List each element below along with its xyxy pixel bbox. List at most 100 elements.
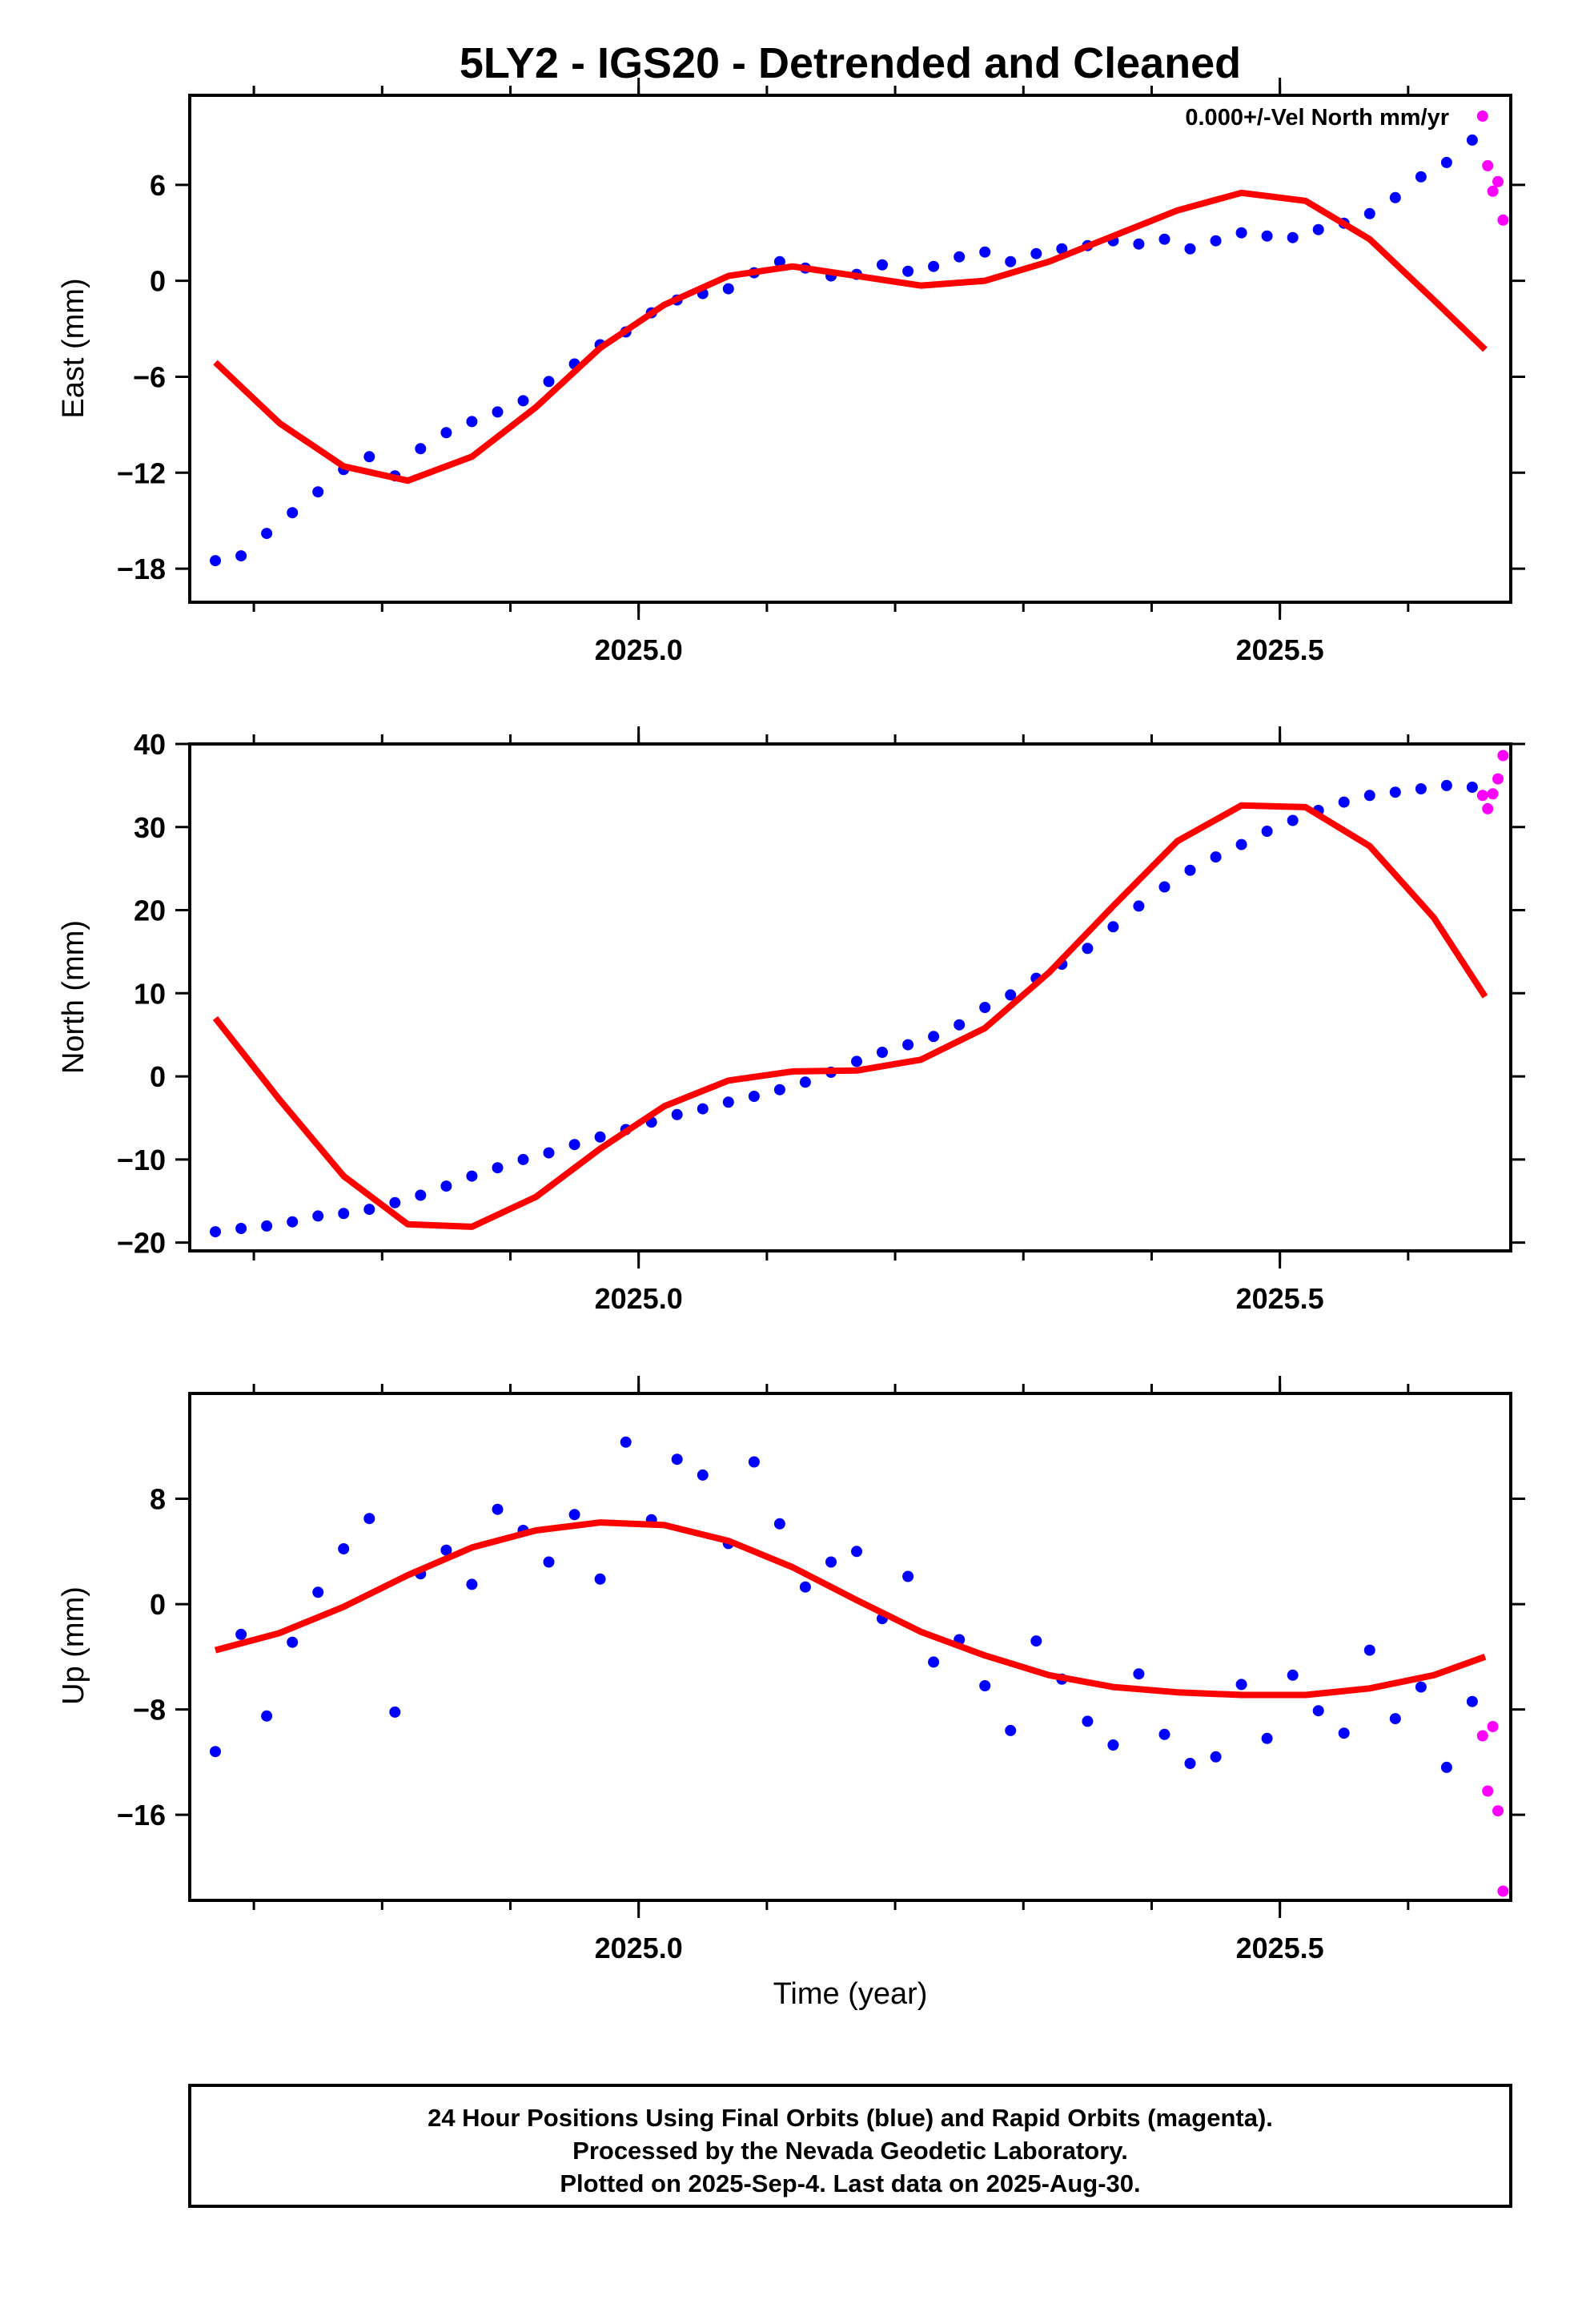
east-final-point [1466, 134, 1478, 146]
east-y-tick-label: −12 [117, 456, 166, 489]
north-final-point [338, 1208, 350, 1220]
up-final-point [363, 1513, 375, 1525]
east-final-point [1287, 231, 1299, 243]
east-y-tick-label: 6 [150, 169, 166, 202]
up-axis-ticks: 2025.0 2025.5 8 0 −8 −16 [117, 1376, 1525, 1964]
east-y-tick-label: −6 [133, 360, 166, 393]
north-y-tick-label: −10 [117, 1144, 166, 1176]
footer-line-3: Plotted on 2025-Sep-4. Last data on 2025… [560, 2169, 1140, 2197]
up-final-point [235, 1628, 247, 1640]
up-final-point [1235, 1679, 1247, 1691]
north-final-point [722, 1096, 734, 1108]
east-final-point [773, 255, 785, 267]
up-final-point [799, 1581, 811, 1593]
up-final-point [1389, 1713, 1401, 1725]
up-final-point [1133, 1668, 1145, 1680]
up-final-point [979, 1680, 991, 1691]
east-final-point [1389, 191, 1401, 203]
north-final-point [773, 1084, 785, 1096]
up-panel: 2025.0 2025.5 8 0 −8 −16 Up (mm) Time (year) [57, 1376, 1525, 2011]
east-final-point [928, 260, 940, 272]
east-final-point [363, 451, 375, 463]
east-rapid-point [1476, 111, 1488, 122]
up-final-point [466, 1578, 478, 1590]
up-final-point [210, 1746, 221, 1758]
east-axis-ticks: 2025.0 2025.5 6 0 −6 −12 −18 [117, 78, 1525, 666]
north-y-tick-label: 30 [134, 811, 166, 844]
east-plot-frame [188, 94, 1512, 604]
east-final-point [517, 395, 529, 407]
up-final-point [902, 1570, 914, 1582]
east-final-point [543, 376, 555, 388]
up-final-point [1338, 1727, 1350, 1739]
north-y-tick-label: −20 [117, 1227, 166, 1260]
north-final-point [440, 1180, 452, 1192]
figure-title: 5LY2 - IGS20 - Detrended and Cleaned [460, 39, 1241, 87]
east-model-fit-line [213, 189, 1488, 485]
east-y-tick-label: −18 [117, 553, 166, 585]
up-rapid-point [1482, 1785, 1494, 1797]
east-final-point [1210, 235, 1222, 247]
north-final-point [1415, 783, 1427, 794]
footer-line-1: 24 Hour Positions Using Final Orbits (bl… [428, 2104, 1273, 2132]
east-rapid-point [1487, 185, 1499, 197]
up-data-marks [210, 1436, 1509, 1897]
north-final-point [363, 1204, 375, 1216]
up-final-point [1466, 1695, 1478, 1707]
east-final-point [1312, 223, 1324, 235]
up-rapid-point [1476, 1730, 1488, 1742]
east-final-point [1030, 247, 1042, 259]
north-final-point [902, 1039, 914, 1051]
east-y-axis-label: East (mm) [57, 278, 90, 418]
east-final-point [954, 251, 966, 263]
north-final-point [261, 1220, 273, 1232]
east-final-point [466, 416, 478, 428]
up-final-point [697, 1469, 709, 1481]
north-final-point [287, 1216, 299, 1228]
north-final-point [1261, 826, 1273, 837]
up-final-point [1440, 1761, 1452, 1773]
north-final-point [979, 1002, 991, 1013]
east-x-tick-label: 2025.0 [595, 633, 683, 666]
up-final-point [287, 1636, 299, 1648]
east-final-point [979, 246, 991, 258]
up-final-point [261, 1710, 273, 1722]
up-rapid-point [1492, 1805, 1504, 1817]
up-y-tick-label: −16 [117, 1799, 166, 1831]
north-final-point [235, 1223, 247, 1234]
east-final-point [902, 265, 914, 277]
up-final-point [1184, 1758, 1196, 1769]
north-rapid-point [1497, 750, 1509, 762]
up-final-point [568, 1509, 580, 1521]
east-x-tick-label: 2025.5 [1236, 633, 1324, 666]
east-final-point [1184, 243, 1196, 255]
north-final-point [1287, 814, 1299, 826]
north-plot-frame [188, 742, 1512, 1252]
north-data-marks [210, 750, 1509, 1238]
north-final-point [1363, 790, 1375, 802]
north-final-point [517, 1153, 529, 1165]
north-rapid-point [1487, 788, 1499, 800]
up-final-point [1415, 1681, 1427, 1693]
east-final-point [877, 259, 888, 271]
up-final-point [620, 1436, 632, 1448]
up-final-point [389, 1706, 401, 1718]
up-rapid-point [1497, 1885, 1509, 1897]
up-final-point [1312, 1705, 1324, 1717]
north-model-fit-line [212, 802, 1488, 1230]
up-y-tick-label: 0 [150, 1588, 166, 1621]
north-final-point [954, 1019, 966, 1031]
east-panel: 2025.0 2025.5 6 0 −6 −12 −18 East (mm) 0.000+/… [57, 78, 1525, 666]
up-final-point [1363, 1644, 1375, 1656]
north-final-point [1184, 864, 1196, 876]
north-final-point [671, 1108, 683, 1120]
north-y-tick-label: 20 [134, 895, 166, 927]
east-final-point [1005, 255, 1017, 267]
up-final-point [312, 1586, 324, 1598]
east-final-point [440, 427, 452, 439]
north-final-point [1210, 851, 1222, 863]
east-final-point [1415, 171, 1427, 183]
north-y-axis-label: North (mm) [57, 920, 90, 1074]
east-final-point [415, 443, 427, 455]
east-rapid-point [1497, 214, 1509, 226]
